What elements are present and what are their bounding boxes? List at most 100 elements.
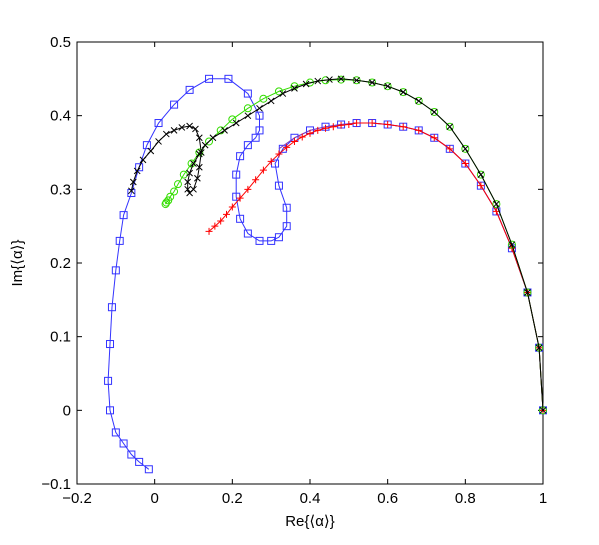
data-point: [477, 182, 485, 190]
data-point: [232, 170, 241, 179]
y-tick-label: 0.4: [50, 108, 71, 125]
data-point: [205, 74, 214, 83]
data-point: [337, 121, 345, 129]
data-point: [255, 111, 264, 120]
plot-area: [76, 41, 544, 485]
data-point: [147, 147, 155, 155]
data-point: [197, 149, 205, 156]
data-point: [252, 176, 260, 184]
data-point: [399, 88, 407, 96]
data-point: [195, 163, 203, 171]
data-point: [384, 121, 392, 129]
data-point: [290, 137, 298, 145]
data-point: [144, 465, 153, 474]
data-point: [107, 303, 116, 312]
data-point: [104, 376, 113, 385]
data-point: [170, 127, 178, 134]
data-point: [244, 185, 252, 193]
y-tick-label: 0.1: [50, 329, 71, 346]
data-point: [244, 112, 252, 120]
data-point: [368, 119, 376, 127]
data-point: [170, 100, 179, 109]
data-point: [195, 148, 204, 157]
x-tick-label: 0.6: [377, 490, 398, 507]
data-point: [337, 75, 345, 83]
data-point: [178, 124, 186, 131]
data-point: [524, 289, 531, 296]
data-point: [232, 119, 240, 127]
data-point: [314, 126, 322, 134]
data-point: [267, 236, 276, 245]
data-point: [139, 156, 147, 164]
y-tick-label: 0.2: [50, 255, 71, 272]
data-point: [353, 119, 361, 127]
data-point: [274, 233, 283, 242]
data-point: [135, 457, 144, 466]
data-point: [383, 82, 392, 91]
data-point: [384, 82, 392, 90]
data-point: [111, 266, 120, 275]
data-point: [243, 141, 252, 150]
x-tick-label: 0.4: [300, 490, 321, 507]
data-point: [236, 152, 245, 161]
data-point: [302, 80, 310, 88]
data-point: [217, 217, 225, 225]
data-point: [228, 115, 237, 124]
data-point: [274, 181, 283, 190]
data-point: [201, 141, 209, 149]
data-point: [195, 134, 203, 142]
x-tick-label: 1: [539, 490, 547, 507]
x-tick-label: 0.8: [455, 490, 476, 507]
data-point: [192, 125, 199, 133]
data-point: [282, 203, 291, 212]
y-tick-label: 0.3: [50, 181, 71, 198]
data-point: [186, 169, 193, 177]
data-point: [508, 241, 516, 248]
y-tick-label: −0.1: [41, 476, 71, 493]
data-point: [190, 160, 197, 167]
data-point: [142, 141, 151, 150]
data-point: [326, 76, 333, 83]
data-point: [127, 450, 136, 459]
x-tick-label: −0.2: [62, 490, 92, 507]
data-point: [539, 406, 547, 414]
data-point: [274, 87, 283, 96]
data-point: [298, 133, 306, 141]
x-tick-label: 0: [150, 490, 158, 507]
data-point: [368, 79, 376, 86]
data-point: [461, 144, 470, 153]
data-point: [111, 428, 120, 437]
data-point: [211, 222, 219, 230]
data-point: [190, 185, 197, 193]
data-point: [279, 90, 287, 97]
data-point: [267, 157, 275, 165]
data-point: [322, 124, 330, 132]
data-point: [205, 137, 214, 146]
data-point: [256, 104, 263, 112]
data-point: [291, 85, 298, 92]
data-point: [115, 236, 124, 245]
y-tick-label: 0.5: [50, 34, 71, 51]
data-point: [185, 85, 194, 94]
data-point: [243, 229, 252, 238]
series-layer: [104, 74, 547, 474]
data-point: [353, 76, 360, 84]
data-point: [184, 185, 192, 193]
data-point: [119, 211, 128, 220]
data-point: [430, 108, 438, 116]
data-point: [179, 170, 188, 179]
data-point: [492, 200, 501, 209]
data-point: [275, 150, 283, 158]
data-point: [119, 439, 128, 448]
data-point: [223, 210, 231, 218]
data-point: [106, 406, 115, 415]
data-point: [243, 89, 252, 98]
data-point: [283, 143, 291, 151]
data-point: [236, 214, 245, 223]
data-point: [507, 240, 516, 249]
data-point: [259, 166, 267, 174]
data-point: [259, 94, 268, 103]
data-point: [154, 119, 163, 128]
data-point: [255, 236, 264, 245]
